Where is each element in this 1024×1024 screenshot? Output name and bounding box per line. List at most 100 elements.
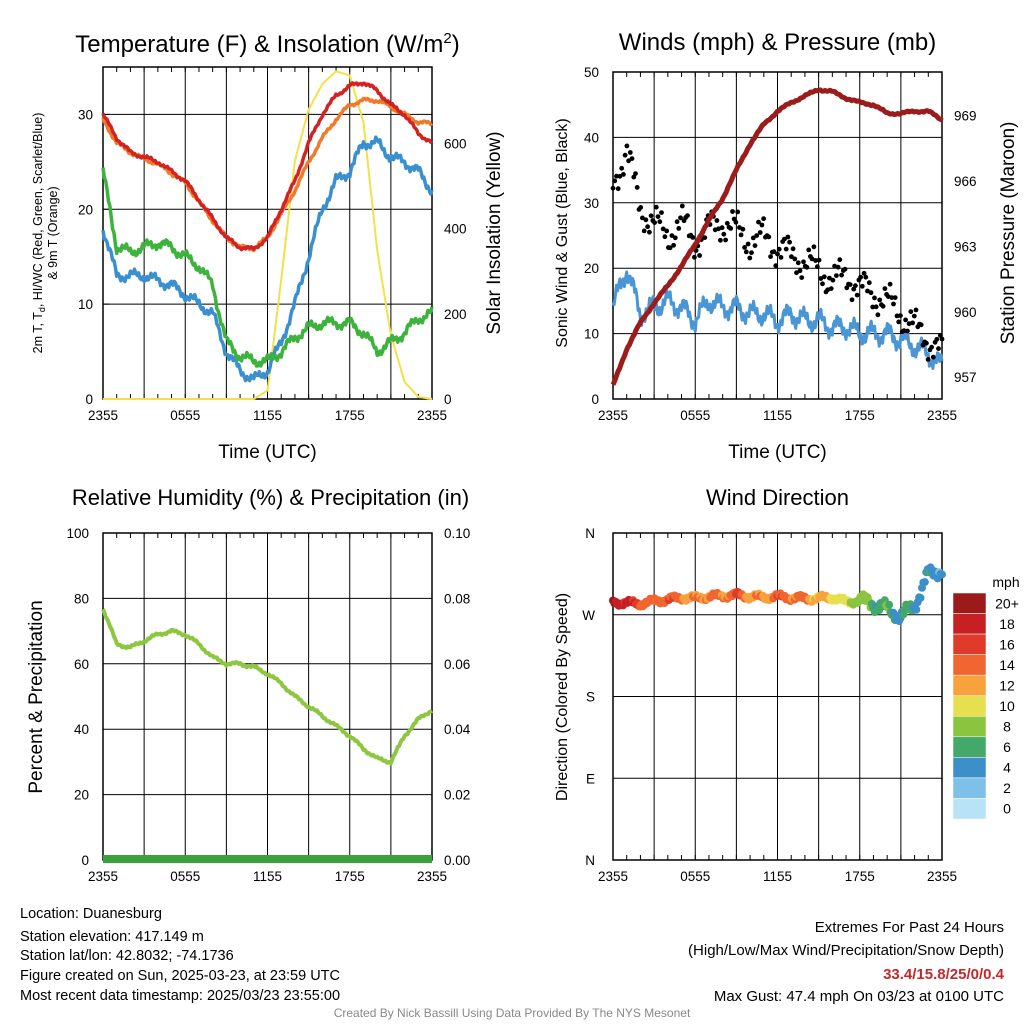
y2-axis-label: Solar Insolation (Yellow) [484, 131, 505, 334]
x-tick-label: 1755 [335, 869, 365, 884]
colorbar-label: 20+ [995, 595, 1019, 611]
gust-point [790, 246, 796, 252]
gust-point [872, 295, 877, 301]
gust-point [908, 309, 914, 314]
gust-point [868, 290, 874, 296]
x-tick-label: 0555 [680, 869, 710, 884]
gust-point [702, 235, 708, 241]
y2-axis-label: Station Pressure (Maroon) [998, 122, 1019, 345]
gust-point [835, 264, 841, 270]
gust-point [659, 210, 664, 216]
elevation-label: Station elevation: 417.149 m [20, 929, 204, 945]
gust-point [880, 303, 886, 309]
y-tick-label: W [582, 608, 595, 623]
gust-point [937, 333, 943, 338]
y-tick-label: S [586, 690, 595, 705]
panel-winds [612, 71, 943, 400]
gust-point [816, 257, 822, 263]
gust-point [612, 178, 618, 184]
direction-point [938, 570, 946, 579]
gust-point [622, 152, 628, 158]
gust-point [697, 253, 702, 258]
panel-temperature [102, 66, 433, 400]
gust-point [610, 185, 616, 191]
gust-point [768, 254, 773, 259]
gust-point [778, 255, 784, 260]
gust-point [929, 344, 934, 350]
y2-tick-label: 969 [954, 109, 977, 124]
gust-point [811, 244, 817, 250]
gust-point [891, 301, 896, 307]
series-pressure [610, 87, 944, 386]
x-tick-label: 2355 [598, 869, 628, 884]
gust-point [615, 186, 621, 192]
extremes-values: 33.4/15.8/25/0/0.4 [883, 966, 1004, 983]
gust-point [672, 235, 678, 241]
colorbar-label: 12 [999, 677, 1015, 693]
y2-tick-label: 963 [954, 239, 977, 254]
gust-point [766, 234, 772, 240]
gust-point [804, 264, 810, 270]
y2-tick-label: 960 [954, 305, 977, 320]
direction-point [920, 578, 929, 587]
gust-point [662, 234, 668, 240]
gust-point [733, 219, 739, 225]
x-tick-label: 1755 [335, 408, 365, 423]
y2-tick-label: 0.00 [444, 853, 470, 868]
y2-tick-label: 966 [954, 174, 977, 189]
x-tick-label: 0555 [170, 408, 200, 423]
credit-label: Created By Nick Bassill Using Data Provi… [333, 1006, 691, 1020]
colorbar-label: 4 [1003, 760, 1011, 776]
gust-point [754, 233, 760, 239]
gust-point [669, 233, 675, 239]
recent-data-label: Most recent data timestamp: 2025/03/23 2… [20, 988, 341, 1004]
gust-point [834, 273, 839, 278]
colorbar-label: 0 [1003, 801, 1011, 817]
y2-tick-label: 0.08 [444, 591, 470, 606]
panel-humidity [102, 532, 433, 861]
gust-point [742, 245, 747, 250]
gust-point [887, 281, 893, 287]
colorbar-swatch [952, 613, 987, 635]
y2-tick-label: 400 [444, 222, 467, 237]
y-tick-label: 60 [74, 657, 89, 672]
y2-tick-label: 0.10 [444, 526, 470, 541]
gust-point [934, 336, 940, 342]
gust-point [750, 235, 756, 241]
gust-point [655, 214, 661, 220]
y-tick-label: 20 [584, 261, 599, 276]
gust-point [898, 313, 903, 318]
gust-point [679, 203, 685, 209]
gust-point [821, 274, 827, 280]
gust-point [759, 222, 765, 228]
chart-title-winds: Winds (mph) & Pressure (mb) [619, 29, 936, 56]
y-tick-label: 0 [81, 853, 89, 868]
gust-point [771, 249, 777, 255]
series-solar [103, 70, 433, 400]
gust-point [925, 357, 931, 362]
max-gust-label: Max Gust: 47.4 mph On 03/23 at 0100 UTC [713, 988, 1004, 1005]
figure-created-label: Figure created on Sun, 2025-03-23, at 23… [20, 968, 340, 984]
x-tick-label: 1755 [845, 869, 875, 884]
gust-point [721, 231, 727, 237]
series-dewpoint [101, 135, 434, 383]
gust-point [714, 218, 720, 223]
x-tick-label: 2355 [88, 408, 118, 423]
y-tick-label: 40 [584, 130, 599, 145]
gust-point [913, 307, 919, 313]
gust-point [814, 264, 820, 270]
y-tick-label: 0 [85, 392, 93, 407]
gust-point [782, 236, 787, 242]
gust-point [674, 219, 680, 225]
gust-point [789, 254, 794, 260]
gust-point [667, 245, 673, 251]
y2-tick-label: 0 [444, 392, 452, 407]
gust-point [870, 304, 876, 310]
gust-point [676, 226, 682, 231]
colorbar-swatch [952, 757, 987, 779]
gust-point [877, 297, 883, 303]
colorbar-label: 10 [999, 698, 1015, 714]
gust-point [617, 173, 623, 179]
gust-point [827, 275, 832, 281]
x-tick-label: 2355 [417, 408, 447, 423]
